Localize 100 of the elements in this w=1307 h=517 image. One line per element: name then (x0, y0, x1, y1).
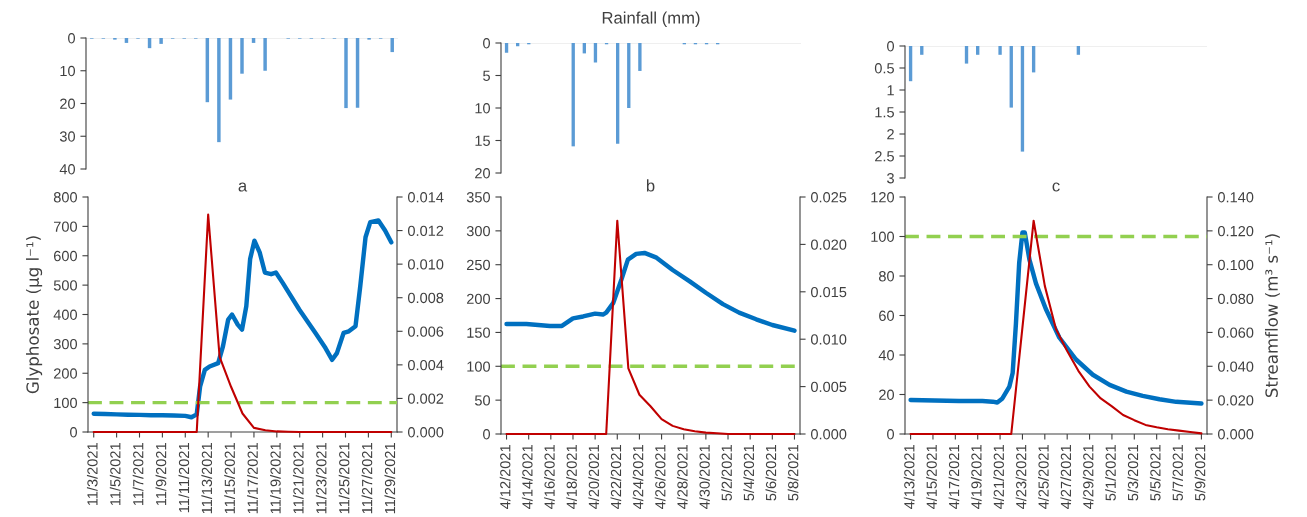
y-tick-label: 300 (466, 225, 491, 237)
x-tick-label: 4/18/2021 (566, 445, 577, 509)
x-tick-label: 4/15/2021 (926, 445, 937, 509)
bar (263, 38, 267, 71)
y-tick-label: 100 (54, 397, 78, 409)
y-tick-label: 250 (466, 259, 491, 271)
y-tick-label: 10 (475, 103, 491, 114)
chart-title: c (1052, 182, 1060, 192)
bar (1020, 46, 1025, 152)
y-tick-label: 600 (53, 250, 78, 262)
x-tick-label: 4/27/2021 (1060, 445, 1072, 509)
line-series (908, 230, 1204, 406)
y-tick-label: 30 (59, 131, 76, 142)
bar (344, 38, 348, 109)
bar (504, 43, 509, 53)
y2-tick-label: 0.020 (1217, 395, 1254, 406)
y-tick-label: 0 (68, 33, 76, 44)
bar (976, 46, 980, 55)
y-tick-label: 120 (871, 192, 895, 203)
x-tick-label: 11/17/2021 (247, 443, 258, 514)
y2-tick-label: 0.005 (810, 381, 847, 393)
chart-title: Rainfall (mm) (602, 11, 700, 28)
x-tick-label: 5/8/2021 (787, 445, 799, 501)
y-tick-label: 350 (466, 192, 491, 203)
y-tick-label: 15 (475, 135, 490, 146)
y-tick-label: 500 (53, 280, 78, 291)
y-tick-label: 1 (887, 85, 894, 96)
bar (571, 43, 575, 147)
y-tick-label: 150 (467, 327, 491, 338)
y2-tick-label: 0.120 (1217, 225, 1254, 237)
y2-tick-label: 0.004 (407, 359, 444, 371)
x-tick-label: 4/14/2021 (521, 445, 533, 509)
x-tick-label: 11/27/2021 (361, 443, 373, 514)
y2-tick-label: 0.010 (810, 334, 847, 345)
y2-tick-label: 0.100 (1217, 259, 1254, 271)
x-tick-label: 11/29/2021 (384, 443, 396, 514)
line-series (504, 250, 797, 333)
bar (390, 38, 394, 53)
y-tick-label: 0 (483, 429, 491, 440)
x-tick-label: 4/29/2021 (1082, 445, 1094, 509)
y-tick-label: 0 (70, 427, 78, 438)
y2-tick-label: 0.012 (407, 225, 444, 236)
y-tick-label: 50 (474, 395, 491, 406)
x-tick-label: 5/9/2021 (1194, 445, 1206, 501)
y2-tick-label: 0.040 (1217, 361, 1254, 372)
line-series (505, 219, 796, 436)
y2-tick-label: 0.060 (1217, 327, 1254, 338)
x-tick-label: 5/2/2021 (721, 445, 732, 501)
y-tick-label: 60 (879, 310, 895, 321)
x-tick-label: 11/5/2021 (109, 443, 121, 506)
bar (616, 43, 620, 144)
y-tick-label: 20 (475, 168, 491, 179)
bar (593, 43, 598, 63)
x-tick-label: 5/6/2021 (765, 445, 777, 501)
y2-tick-label: 0.010 (407, 259, 444, 270)
y2-tick-label: 0.140 (1217, 192, 1254, 203)
y-tick-label: 800 (53, 192, 78, 203)
x-tick-label: 11/15/2021 (224, 443, 235, 514)
x-tick-label: 11/19/2021 (270, 443, 281, 514)
y-tick-label: 100 (871, 231, 895, 242)
bar (159, 38, 163, 44)
y2-tick-label: 0.020 (810, 239, 847, 250)
y-tick-label: 40 (59, 164, 76, 175)
bar (627, 43, 631, 108)
x-tick-label: 5/1/2021 (1105, 445, 1116, 501)
y-tick-label: 400 (53, 309, 78, 320)
bar (240, 38, 244, 74)
y2-tick-label: 0.025 (810, 192, 847, 203)
y2-tick-label: 0.014 (407, 192, 444, 203)
y2-tick-label: 0.000 (1217, 429, 1254, 440)
bar (638, 43, 642, 71)
y-tick-label: 20 (879, 389, 895, 400)
y-tick-label: 5 (483, 70, 490, 81)
x-tick-label: 4/16/2021 (544, 445, 555, 509)
x-tick-label: 11/7/2021 (132, 443, 144, 506)
x-tick-label: 5/3/2021 (1127, 445, 1139, 501)
x-tick-label: 4/25/2021 (1038, 445, 1049, 509)
y2-tick-label: 0.000 (810, 429, 847, 440)
x-tick-label: 5/5/2021 (1149, 445, 1161, 501)
y-tick-label: 10 (60, 65, 76, 77)
bar (998, 46, 1002, 55)
x-tick-label: 5/4/2021 (743, 445, 755, 501)
y2-tick-label: 0.008 (407, 292, 444, 304)
y2-axis-title: Streamflow (m³ s⁻¹) (1265, 234, 1280, 398)
x-tick-label: 4/30/2021 (699, 445, 710, 509)
y-tick-label: 1.5 (875, 107, 894, 118)
x-tick-label: 4/24/2021 (632, 445, 644, 509)
y-tick-label: 40 (878, 350, 895, 361)
x-tick-label: 11/13/2021 (201, 443, 213, 514)
y-tick-label: 0 (887, 429, 895, 440)
line-series (909, 219, 1203, 436)
x-tick-label: 4/19/2021 (970, 445, 982, 509)
y-tick-label: 0 (483, 38, 491, 49)
x-tick-label: 11/21/2021 (292, 443, 304, 514)
x-tick-label: 11/23/2021 (315, 443, 327, 514)
chart-title: b (646, 179, 655, 192)
y-tick-label: 80 (879, 271, 895, 282)
y-tick-label: 200 (53, 368, 78, 379)
x-tick-label: 4/26/2021 (654, 445, 666, 509)
bar (217, 38, 221, 143)
